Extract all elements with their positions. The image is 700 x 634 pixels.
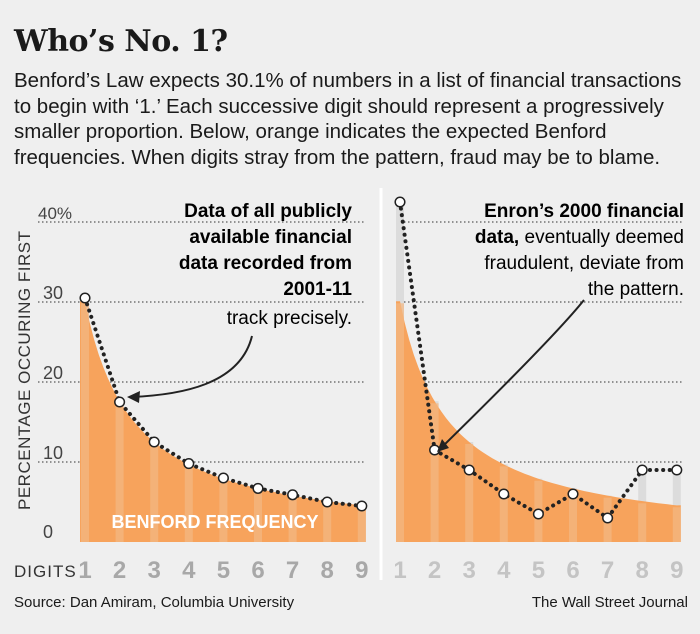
data-point-1-2 <box>114 396 126 408</box>
annotation-left-rest: track precisely. <box>227 308 352 329</box>
source-note: Source: Dan Amiram, Columbia University <box>14 594 295 611</box>
observed-line-1 <box>83 296 364 508</box>
annotation-left: Data of all publicly available financial d… <box>179 201 353 329</box>
digit-label-1: 1 <box>393 557 406 584</box>
digit-label-8: 8 <box>636 557 649 584</box>
benford-area-label: BENFORD FREQUENCY <box>111 512 318 532</box>
data-point-1-3 <box>148 436 160 448</box>
digit-label-6: 6 <box>251 557 264 584</box>
data-point-2-9 <box>671 464 683 476</box>
observed-line-2 <box>398 200 679 521</box>
y-tick-0: 0 <box>43 522 53 542</box>
data-point-2-6 <box>567 488 579 500</box>
digit-label-4: 4 <box>497 557 511 584</box>
digit-label-6: 6 <box>566 557 579 584</box>
annotation-right-arrow <box>440 299 585 449</box>
digit-label-3: 3 <box>463 557 476 584</box>
digit-label-7: 7 <box>601 557 614 584</box>
data-point-2-1 <box>394 196 406 208</box>
digit-label-2: 2 <box>113 557 126 584</box>
digit-label-3: 3 <box>148 557 161 584</box>
credit-note: The Wall Street Journal <box>531 594 688 611</box>
data-point-1-8 <box>321 496 333 508</box>
data-point-1-9 <box>356 500 368 512</box>
digit-label-9: 9 <box>670 557 683 584</box>
annotation-left-arrow <box>130 335 253 398</box>
digit-label-5: 5 <box>217 557 230 584</box>
annotation-right-arrowhead <box>437 439 449 452</box>
digit-label-9: 9 <box>355 557 368 584</box>
data-point-2-4 <box>498 488 510 500</box>
annotation-left-arrowhead <box>127 391 140 403</box>
y-tick-20: 20 <box>43 363 63 383</box>
digit-label-8: 8 <box>321 557 334 584</box>
y-tick-30: 30 <box>43 283 63 303</box>
digit-label-1: 1 <box>78 557 91 584</box>
y-tick-10: 10 <box>43 443 63 463</box>
data-point-1-4 <box>183 458 195 470</box>
chart-description: Benford’s Law expects 30.1% of numbers i… <box>14 69 682 169</box>
digit-label-7: 7 <box>286 557 299 584</box>
data-point-1-7 <box>287 489 299 501</box>
data-point-2-3 <box>463 464 475 476</box>
data-point-1-6 <box>252 482 264 494</box>
data-point-2-8 <box>636 464 648 476</box>
data-point-2-5 <box>532 508 544 520</box>
data-point-1-1 <box>79 292 91 304</box>
digit-label-4: 4 <box>182 557 196 584</box>
annotation-right-text: Enron’s 2000 financial data, eventually d… <box>475 201 684 300</box>
digit-label-2: 2 <box>428 557 441 584</box>
y-axis-label: PERCENTAGE OCCURING FIRST <box>15 231 34 510</box>
annotation-right: Enron’s 2000 financial data, eventually d… <box>475 201 684 300</box>
annotation-left-bold: Data of all publicly available financial d… <box>179 201 353 300</box>
digit-label-5: 5 <box>532 557 545 584</box>
y-tick-40: 40% <box>38 204 72 223</box>
page-title: Who’s No. 1? <box>14 24 228 59</box>
x-axis-label: DIGITS <box>14 562 77 581</box>
data-point-2-7 <box>602 512 614 524</box>
data-point-1-5 <box>217 472 229 484</box>
